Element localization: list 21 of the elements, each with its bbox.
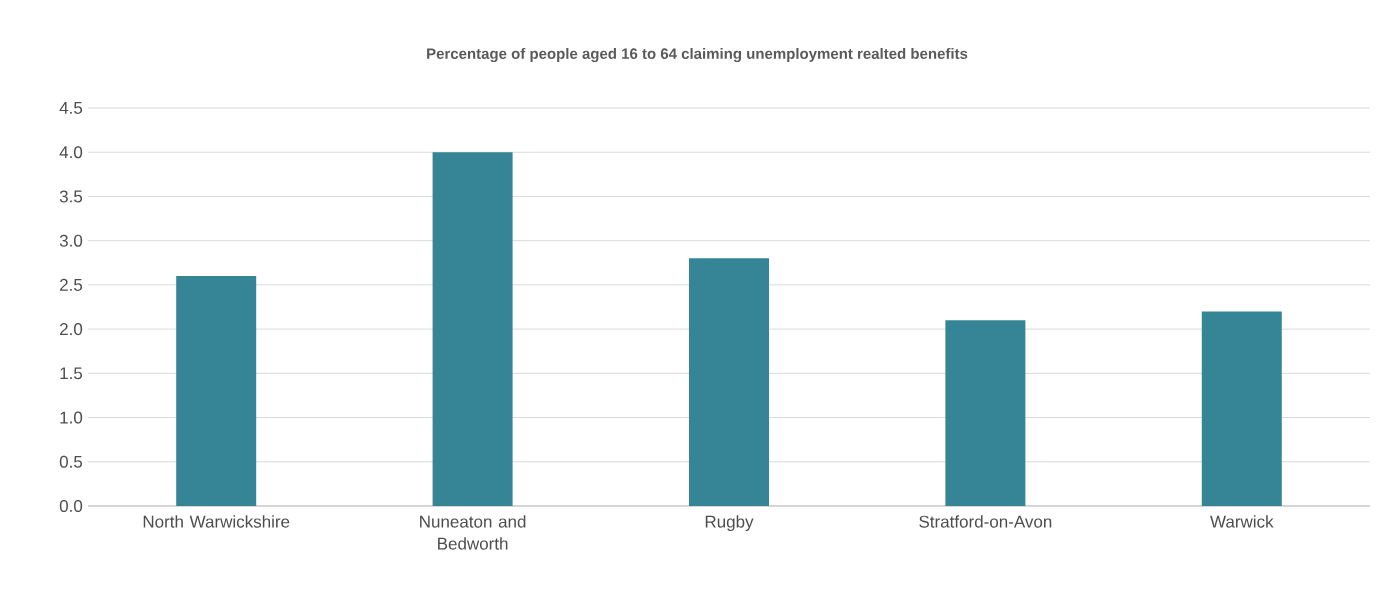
x-tick-label: Warwick: [1210, 515, 1274, 528]
x-tick-label: Nuneaton and Bedworth: [420, 515, 526, 550]
bar: [688, 258, 769, 506]
y-tick-label: 2.5: [60, 278, 83, 291]
x-tick-label: Rugby: [705, 515, 754, 532]
y-tick-label: 0.5: [59, 455, 83, 468]
y-tick-label: 1.0: [60, 411, 83, 424]
y-tick-label: 4.0: [59, 146, 83, 159]
bar: [1201, 311, 1282, 506]
bar: [432, 152, 513, 506]
y-tick-label: 3.0: [59, 234, 83, 247]
y-tick-label: 4.5: [59, 102, 83, 114]
y-tick-label: 1.5: [60, 367, 83, 380]
x-tick-label: North Warwickshire: [143, 515, 290, 528]
y-tick-label: 0.0: [59, 499, 83, 513]
bar: [945, 320, 1026, 506]
bar: [176, 276, 257, 506]
y-tick-label: 3.5: [59, 190, 83, 203]
y-tick-label: 2.0: [60, 323, 83, 336]
chart-title: Percentage of people aged 16 to 64 claiming unemployment realted benefits: [427, 47, 968, 63]
x-tick-label: Stratford-on-Avon: [919, 515, 1052, 528]
